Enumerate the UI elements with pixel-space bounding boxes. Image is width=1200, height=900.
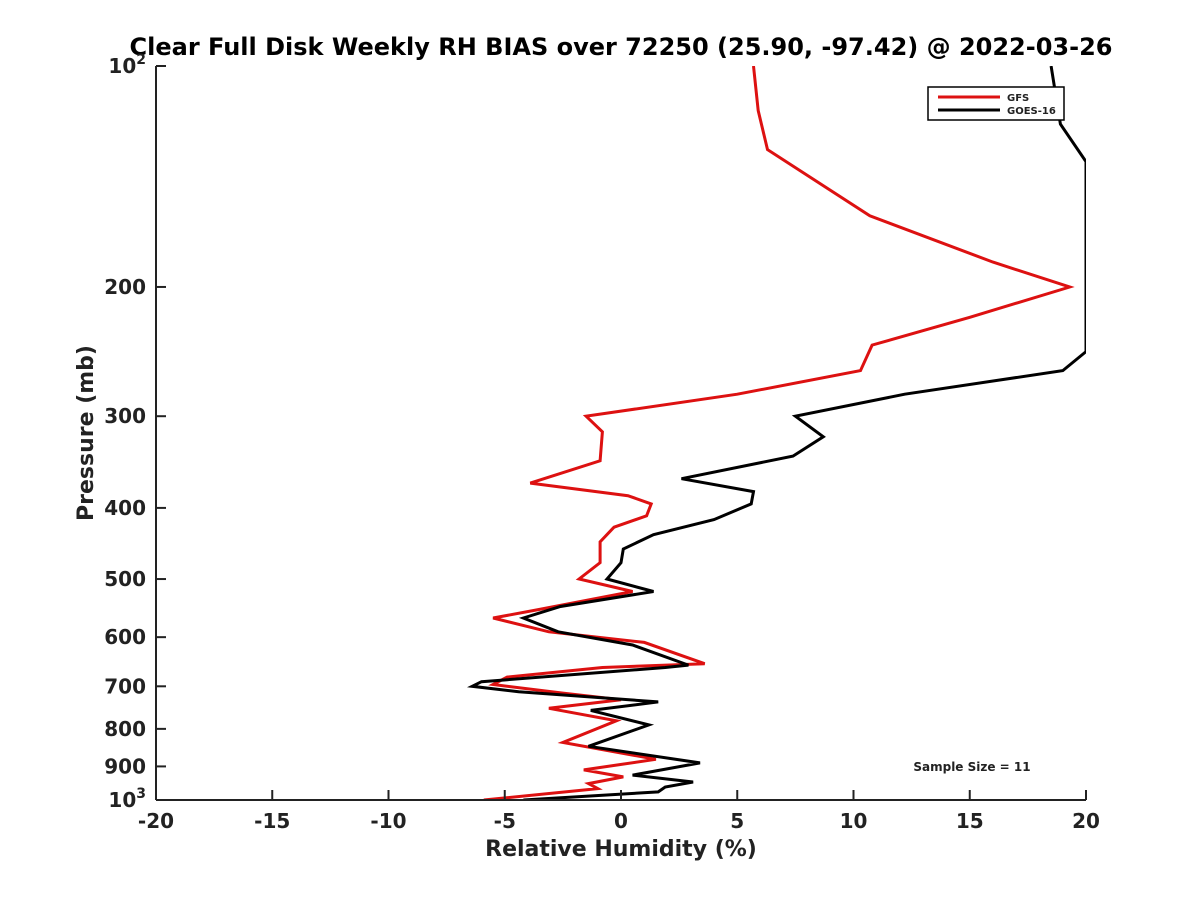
x-axis-label: Relative Humidity (%) xyxy=(485,837,757,862)
legend: GFS GOES-16 xyxy=(927,86,1065,121)
y-tick-label: 102 xyxy=(108,52,146,78)
y-tick-label: 200 xyxy=(104,275,146,299)
y-tick-label: 400 xyxy=(104,496,146,520)
x-tick-label: -10 xyxy=(370,809,406,833)
y-tick-label: 800 xyxy=(104,717,146,741)
x-tick-label: 20 xyxy=(1072,809,1100,833)
y-axis-ticks: 102 200 300 400 500 600 700 800 900 103 xyxy=(104,52,166,812)
x-tick-label: 15 xyxy=(956,809,984,833)
x-axis-ticks: -20 -15 -10 -5 0 5 10 15 20 xyxy=(138,790,1100,833)
y-tick-label: 900 xyxy=(104,754,146,778)
x-tick-label: -20 xyxy=(138,809,174,833)
legend-box xyxy=(927,86,1065,121)
series-line-gfs xyxy=(483,66,1075,800)
x-tick-label: 10 xyxy=(840,809,868,833)
y-axis-label: Pressure (mb) xyxy=(74,345,99,521)
x-tick-label: -5 xyxy=(494,809,516,833)
x-tick-label: 5 xyxy=(730,809,744,833)
series-line-goes-16 xyxy=(466,66,1086,800)
legend-label: GFS xyxy=(1007,93,1029,104)
y-tick-label: 300 xyxy=(104,404,146,428)
sample-size-annotation: Sample Size = 11 xyxy=(913,760,1030,774)
y-tick-label: 600 xyxy=(104,625,146,649)
x-tick-label: 0 xyxy=(614,809,628,833)
y-tick-label: 700 xyxy=(104,674,146,698)
y-tick-label: 500 xyxy=(104,567,146,591)
legend-label: GOES-16 xyxy=(1007,106,1056,117)
chart-title: Clear Full Disk Weekly RH BIAS over 7225… xyxy=(130,33,1113,61)
y-tick-label: 103 xyxy=(108,786,146,812)
x-tick-label: -15 xyxy=(254,809,290,833)
plot-area xyxy=(155,66,1086,801)
